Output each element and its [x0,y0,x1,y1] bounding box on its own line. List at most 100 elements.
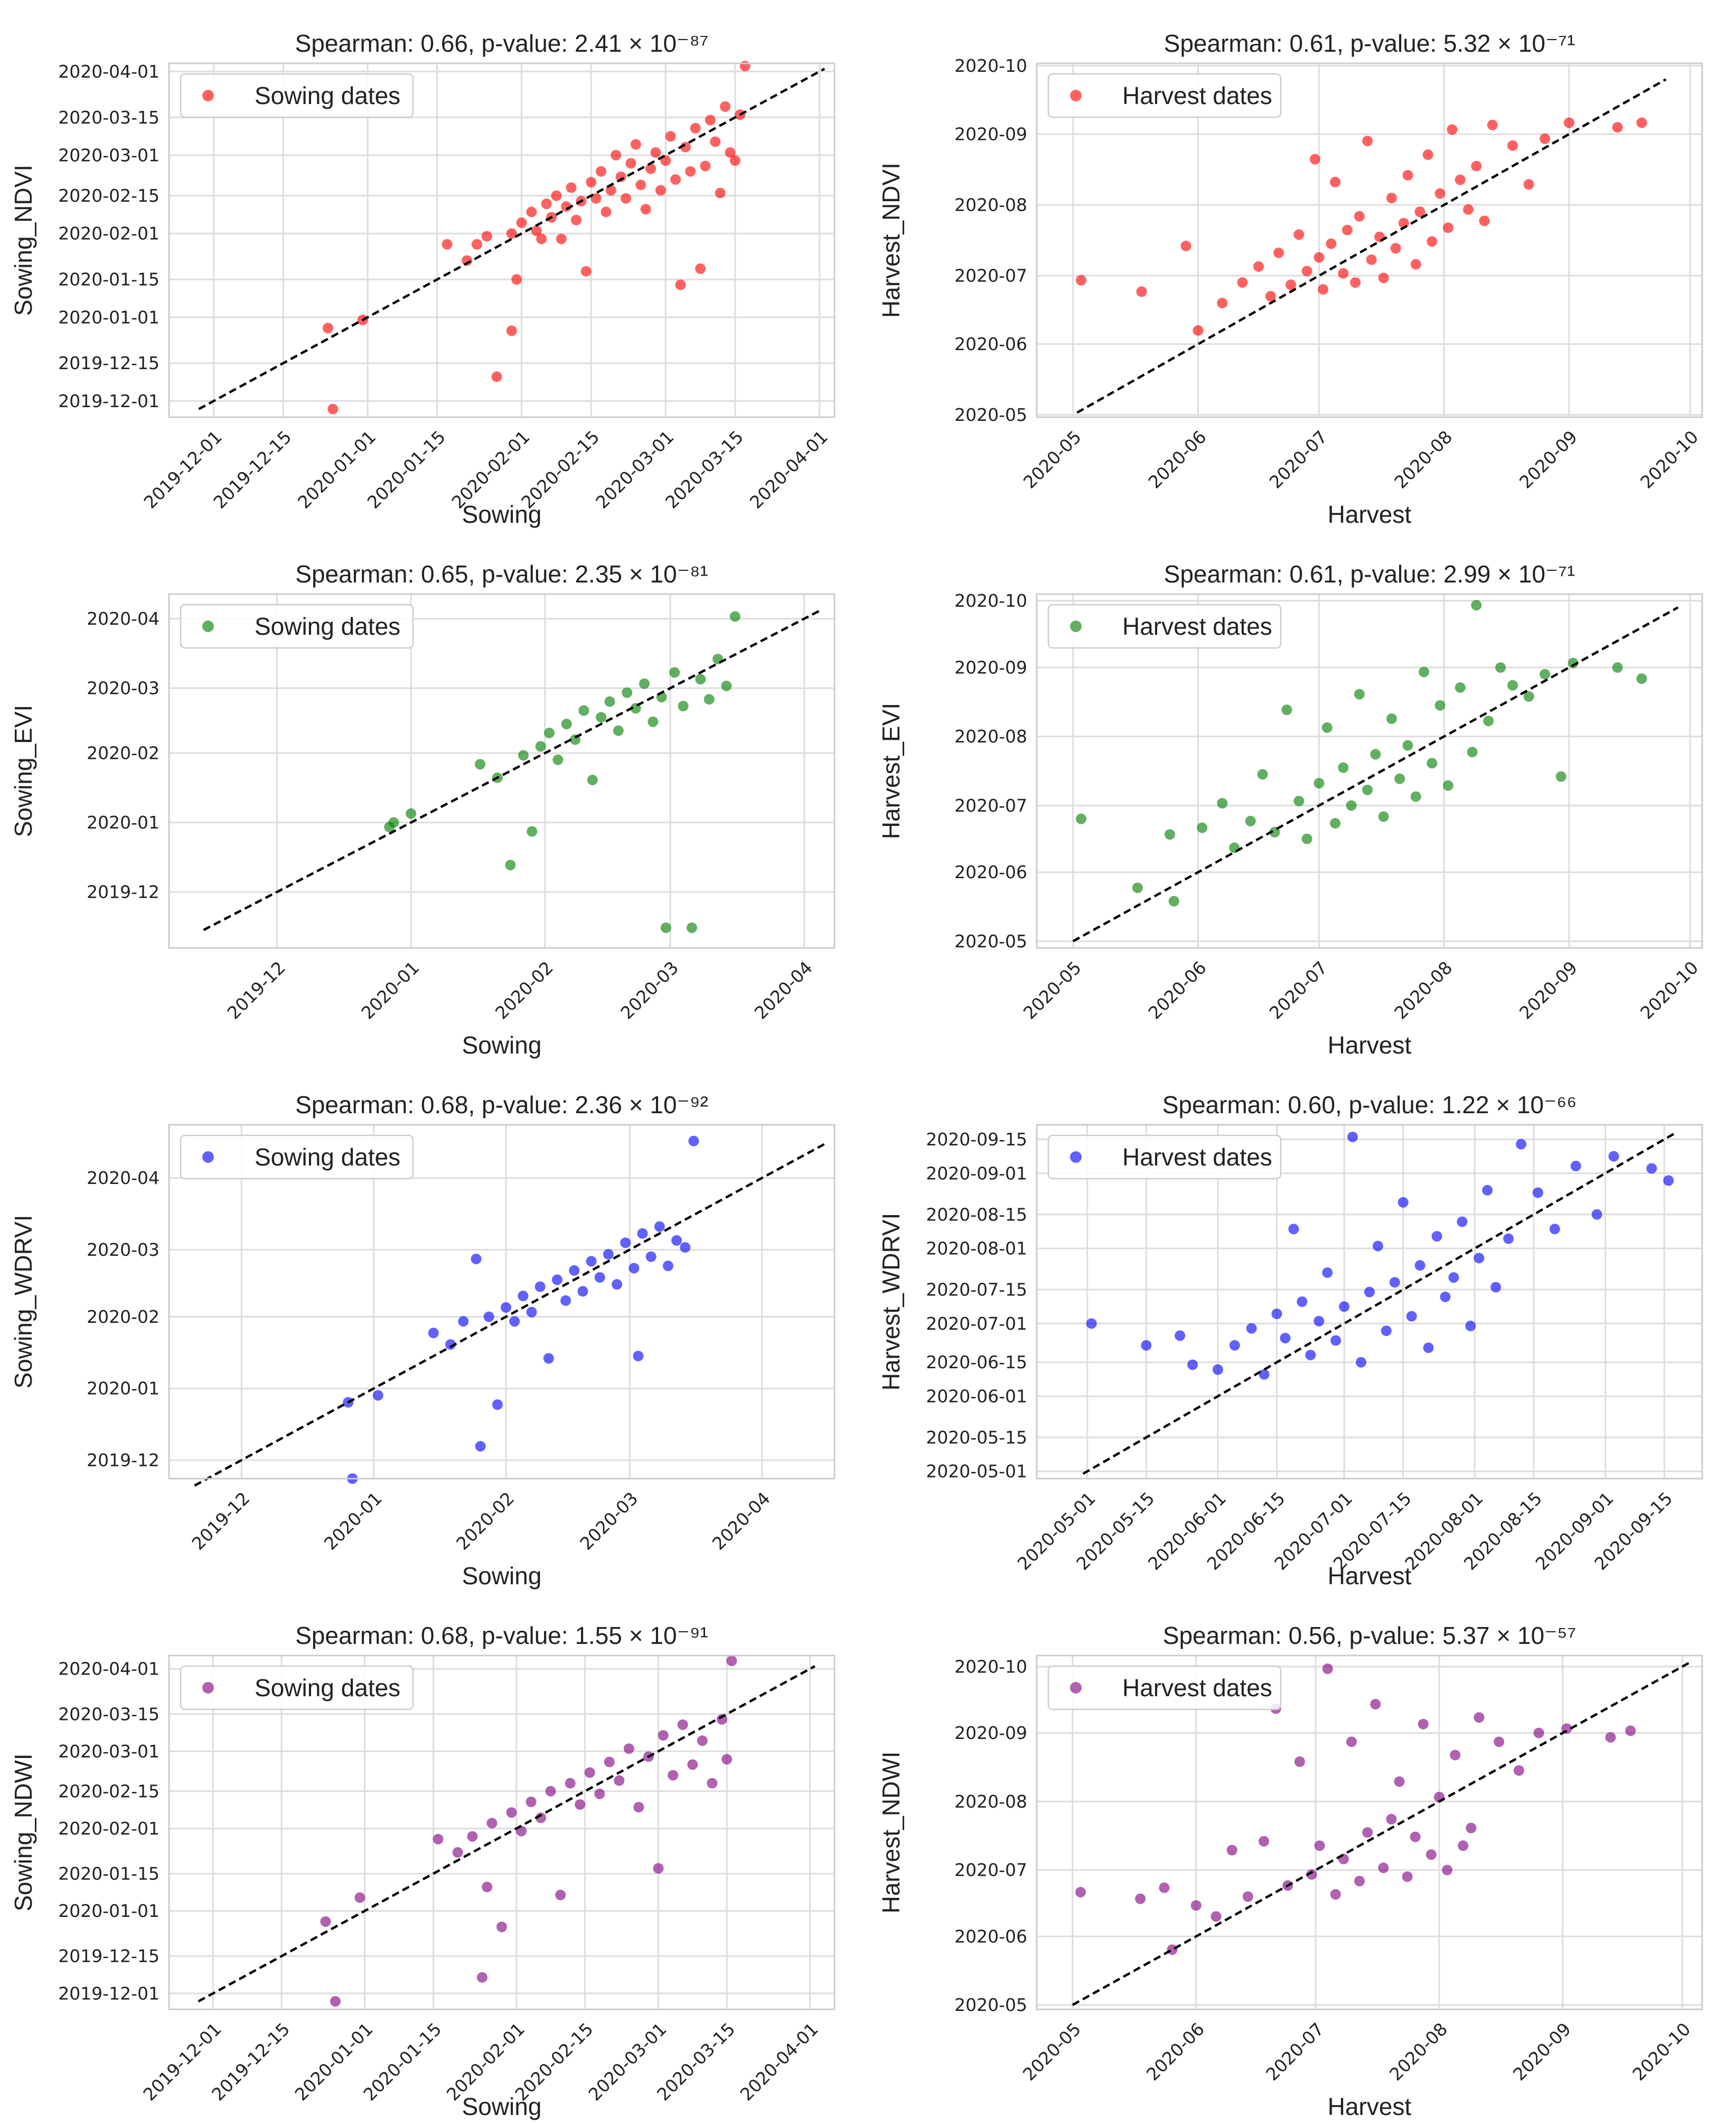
reference-line [1072,1661,1691,2006]
data-point [1402,740,1413,751]
data-point [668,1770,679,1781]
data-point [372,1390,383,1401]
data-point [1330,176,1341,187]
x-tick-label: 2020-08 [1385,2019,1451,2085]
data-point [527,826,538,837]
data-point [1507,680,1518,691]
data-point [645,1251,656,1262]
data-point [1086,1318,1097,1329]
data-point [1448,1272,1459,1283]
legend-box [1047,604,1282,649]
data-point [1280,1332,1291,1343]
data-point [1636,117,1647,128]
data-point [594,1272,605,1283]
data-point [1285,279,1297,290]
data-point [612,1279,623,1290]
data-point [628,1263,640,1274]
x-tick-label: 2020-06 [1144,957,1210,1023]
data-point [1431,1231,1442,1242]
data-point [665,131,676,142]
data-point [327,403,339,415]
data-point [603,1249,614,1260]
data-point [1294,1756,1305,1767]
data-point [1465,1320,1476,1331]
data-point [1394,773,1405,784]
data-point [623,1743,634,1754]
data-point [625,158,636,169]
data-point [1257,769,1268,780]
chart-8: 2020-05 2020-06 2020-07 2020-08 2020-09 2020-… [877,1622,1703,2120]
x-axis-label: Sowing [462,2093,542,2120]
data-point [354,1892,365,1903]
data-point [695,263,706,274]
y-tick-label: 2020-04-01 [58,1659,159,1679]
legend-label: Harvest dates [1122,1143,1272,1171]
data-point [586,1256,597,1267]
data-point [1313,778,1325,789]
data-point [1386,193,1397,204]
data-point [1322,1663,1333,1675]
y-tick-label: 2020-06 [954,334,1027,354]
x-tick-label: 2020-03 [616,957,682,1023]
data-point [1197,822,1208,833]
data-point [633,1802,644,1813]
x-tick-label: 2020-04 [750,957,817,1023]
y-tick-label: 2020-07 [954,1860,1027,1880]
data-point [729,155,740,166]
legend-label: Sowing dates [255,613,400,640]
chart-title: Spearman: 0.66, p-value: 2.41 × 10⁻⁸⁷ [295,30,709,57]
data-point [482,1882,493,1893]
legend-marker [202,620,214,632]
data-point [587,774,598,785]
chart-title: Spearman: 0.68, p-value: 2.36 × 10⁻⁹² [295,1091,708,1118]
data-point [655,185,666,196]
data-point [1076,275,1086,286]
data-point [1165,829,1175,840]
data-point [671,1235,682,1246]
legend-label: Sowing dates [255,1674,400,1701]
data-point [1523,179,1534,190]
data-point [561,718,572,729]
chart-2: 2020-05 2020-06 2020-07 2020-08 2020-09 2020-… [877,30,1703,528]
data-point [1193,325,1204,336]
chart-1: 2019-12-01 2019-12-15 2020-01-01 2020-01-15… [10,30,836,528]
data-point [690,123,701,134]
data-point [1338,268,1349,279]
data-point [1136,286,1147,297]
data-point [1434,700,1446,711]
data-point [1350,277,1361,288]
data-point [1455,682,1466,693]
legend: Harvest dates [1047,1134,1282,1180]
data-point [1190,1900,1202,1911]
x-tick-label: 2020-04-01 [746,427,832,513]
data-point [1175,1330,1186,1341]
y-tick-label: 2020-03 [87,1239,159,1260]
data-point [1390,243,1401,254]
data-point [1342,224,1353,236]
data-point [707,1778,718,1789]
data-point [675,279,686,290]
data-point [1479,215,1490,227]
y-tick-label: 2020-03-01 [58,1741,159,1762]
data-point [320,1916,331,1927]
y-tick-label: 2020-03-15 [58,1704,159,1724]
data-point [1474,1253,1485,1264]
reference-line [198,68,825,410]
data-point [1455,174,1466,185]
x-tick-label: 2020-05 [1019,2019,1085,2085]
y-tick-label: 2020-10 [954,55,1027,76]
reference-line [198,1665,816,2002]
data-point [670,174,681,185]
data-point [1386,1813,1397,1825]
chart-title: Spearman: 0.61, p-value: 5.32 × 10⁻⁷¹ [1164,30,1575,57]
data-point [1141,1340,1152,1351]
data-point [471,239,482,250]
data-point [637,1228,648,1239]
data-point [1427,758,1438,769]
legend: Harvest dates [1047,604,1282,649]
y-tick-label: 2020-09 [954,124,1027,145]
x-tick-label: 2020-02 [452,1488,518,1554]
plot-frame [168,593,836,949]
data-point [506,228,517,239]
x-axis-label: Harvest [1328,1562,1412,1590]
